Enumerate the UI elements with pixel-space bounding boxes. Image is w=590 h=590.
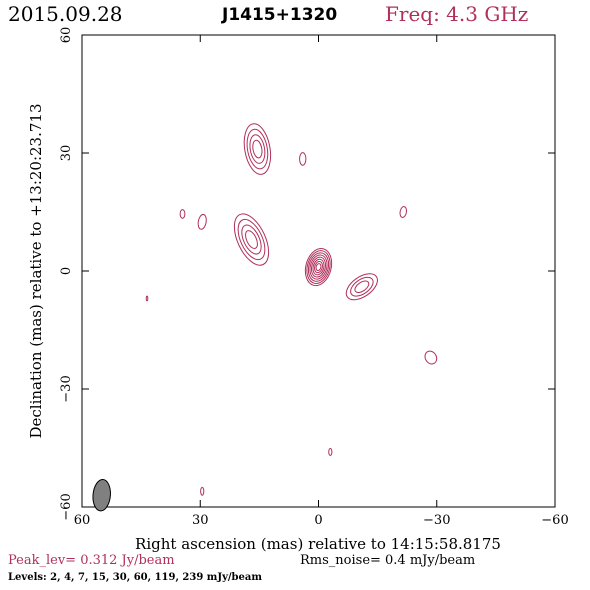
contour-blob-c bbox=[179, 209, 186, 219]
contour-core bbox=[315, 263, 322, 272]
contour-blob-f bbox=[328, 447, 333, 456]
rms-noise: Rms_noise= 0.4 mJy/beam bbox=[300, 553, 476, 568]
x-axis-label: Right ascension (mas) relative to 14:15:… bbox=[135, 535, 501, 553]
contour-blob-h bbox=[145, 295, 149, 302]
observation-date: 2015.09.28 bbox=[8, 2, 123, 26]
contour-jet-inner bbox=[233, 213, 270, 266]
contour-core bbox=[304, 248, 333, 287]
frequency-label: Freq: 4.3 GHz bbox=[385, 2, 529, 26]
contour-jet-outer bbox=[252, 139, 263, 159]
contour-jet-inner bbox=[245, 230, 258, 249]
contour-levels: Levels: 2, 4, 7, 15, 30, 60, 119, 239 mJ… bbox=[8, 572, 262, 583]
x-tick-label: −60 bbox=[541, 513, 568, 528]
contour-core bbox=[307, 252, 330, 282]
contour-blob-g bbox=[200, 486, 205, 496]
y-tick-label: −30 bbox=[59, 375, 74, 402]
x-tick-label: 60 bbox=[74, 513, 91, 528]
contour-jet-inner bbox=[237, 218, 266, 261]
y-tick-label: −60 bbox=[59, 493, 74, 520]
contour-blob-d bbox=[399, 206, 407, 218]
y-tick-label: 0 bbox=[59, 267, 74, 275]
contour-jet-outer bbox=[243, 123, 272, 175]
contour-east-knot bbox=[354, 280, 370, 294]
x-tick-label: 0 bbox=[314, 513, 322, 528]
contour-core bbox=[314, 260, 323, 274]
beam-ellipse-group bbox=[92, 479, 111, 512]
source-name: J1415+1320 bbox=[222, 5, 338, 25]
contour-group bbox=[145, 123, 438, 496]
y-tick-label: 30 bbox=[59, 145, 74, 162]
beam-ellipse bbox=[92, 479, 111, 512]
peak-level: Peak_lev= 0.312 Jy/beam bbox=[8, 553, 175, 568]
y-tick-label: 60 bbox=[59, 27, 74, 44]
y-axis-label: Declination (mas) relative to +13:20:23.… bbox=[27, 103, 45, 438]
x-tick-label: 30 bbox=[192, 513, 209, 528]
contour-jet-outer bbox=[249, 134, 266, 164]
contour-jet-outer bbox=[246, 128, 269, 170]
contour-core bbox=[312, 258, 325, 276]
contour-jet-inner bbox=[241, 224, 262, 255]
contour-blob-e bbox=[424, 350, 438, 365]
x-tick-label: −30 bbox=[423, 513, 450, 528]
contour-blob-a bbox=[299, 152, 307, 166]
contour-blob-b bbox=[197, 213, 207, 230]
axis-ticks: 60 30 0 −30 −60 −60 −30 0 30 60 bbox=[59, 27, 569, 528]
contour-core bbox=[309, 254, 328, 280]
contour-core bbox=[306, 250, 331, 284]
contour-core bbox=[310, 256, 327, 278]
contour-east-knot bbox=[350, 276, 374, 297]
contour-east-knot bbox=[345, 273, 378, 301]
